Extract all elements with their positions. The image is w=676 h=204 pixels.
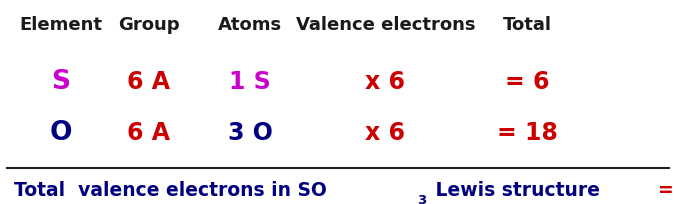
Text: = 6: = 6: [505, 70, 550, 94]
Text: Total  valence electrons in SO: Total valence electrons in SO: [14, 180, 327, 199]
Text: S: S: [51, 69, 70, 94]
Text: 1 S: 1 S: [229, 70, 271, 94]
Text: O: O: [49, 120, 72, 145]
Text: Valence electrons: Valence electrons: [295, 16, 475, 33]
Text: 6 A: 6 A: [127, 121, 170, 145]
Text: 3 O: 3 O: [228, 121, 272, 145]
Text: Lewis structure: Lewis structure: [429, 180, 606, 199]
Text: x 6: x 6: [365, 121, 406, 145]
Text: = 24 electrons: = 24 electrons: [658, 180, 676, 199]
Text: 3: 3: [417, 193, 427, 204]
Text: Total: Total: [503, 16, 552, 33]
Text: Group: Group: [118, 16, 180, 33]
Text: Element: Element: [20, 16, 102, 33]
Text: = 18: = 18: [497, 121, 558, 145]
Text: Atoms: Atoms: [218, 16, 282, 33]
Text: x 6: x 6: [365, 70, 406, 94]
Text: 6 A: 6 A: [127, 70, 170, 94]
